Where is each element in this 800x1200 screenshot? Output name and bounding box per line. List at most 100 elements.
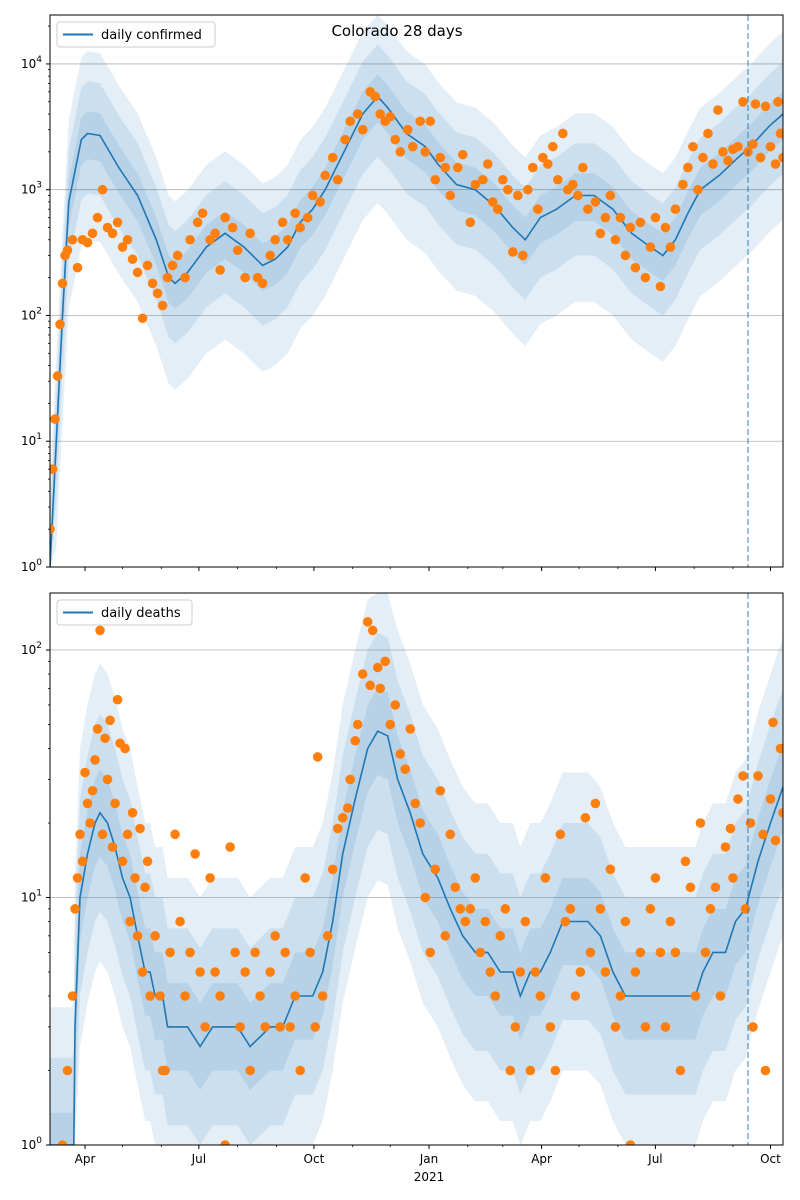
observed-point [120,743,130,754]
y-tick-label: 101 [21,432,42,448]
observed-point [645,242,656,252]
observed-point [400,764,411,774]
observed-point [485,967,496,977]
observed-point [748,139,758,150]
observed-point [590,798,601,809]
observed-point [280,947,290,958]
observed-point [548,141,558,152]
observed-point [440,162,451,173]
observed-point [685,882,696,893]
observed-point [327,864,338,875]
observed-point [560,916,571,927]
observed-point [728,873,738,883]
legend: daily confirmed [56,21,216,48]
observed-point [555,829,566,840]
observed-point [565,904,576,914]
legend-box [56,599,193,626]
observed-point [698,152,708,163]
observed-point [520,916,531,927]
observed-point [160,1065,170,1076]
y-tick-label: 100 [21,1136,42,1152]
observed-point [140,882,150,893]
observed-point [260,1022,270,1032]
observed-point [315,197,325,207]
plot-area [50,593,783,1145]
observed-point [745,818,756,828]
observed-point [197,208,208,219]
observed-point [225,842,235,852]
observed-point [770,835,781,846]
observed-point [460,916,471,927]
observed-point [733,141,743,152]
observed-point [357,124,368,135]
observed-point [625,1140,636,1145]
observed-point [165,947,175,958]
observed-point [407,141,418,152]
observed-point [530,967,541,977]
observed-point [337,812,348,823]
observed-point [375,683,386,694]
x-tick-label: Jul [647,1152,662,1166]
observed-point [575,967,586,977]
observed-point [50,414,60,424]
y-tick-label: 104 [21,55,42,71]
observed-point [700,947,711,958]
observed-point [528,162,538,173]
observed-point [75,829,85,840]
observed-point [600,967,611,977]
observed-point [708,159,718,169]
observed-point [127,254,138,265]
observed-point [62,1065,73,1076]
observed-point [533,204,543,214]
observed-point [670,947,681,958]
observed-point [590,197,601,207]
observed-point [477,174,488,185]
observed-point [773,97,783,107]
observed-point [640,1022,651,1032]
observed-point [415,818,426,828]
observed-point [185,947,195,958]
observed-point [583,204,593,214]
observed-point [87,785,98,796]
observed-point [295,222,305,233]
observed-point [630,967,641,977]
observed-point [750,99,761,109]
observed-point [688,141,698,152]
observed-point [385,111,396,122]
observed-point [127,807,138,818]
observed-point [505,1065,516,1076]
x-tick-label: Apr [531,1152,552,1166]
observed-point [635,217,646,228]
observed-point [92,212,103,223]
observed-point [105,715,115,726]
observed-point [620,916,631,927]
observed-point [553,174,563,185]
observed-point [172,250,183,261]
observed-point [205,234,215,245]
observed-point [215,991,225,1001]
observed-point [690,991,701,1001]
observed-point [718,147,728,157]
observed-point [200,1022,210,1032]
observed-point [495,931,506,941]
observed-point [72,262,83,273]
observed-point [715,991,726,1001]
observed-point [452,162,463,173]
observed-point [180,272,190,283]
observed-point [310,1022,320,1032]
observed-point [410,798,421,809]
observed-point [97,184,108,195]
observed-point [352,109,363,119]
observed-point [265,967,275,977]
observed-point [125,916,135,927]
observed-point [110,798,120,809]
y-tick-label: 102 [21,306,42,322]
observed-point [600,212,611,223]
observed-point [290,208,300,219]
observed-point [320,170,330,181]
observed-point [515,967,526,977]
confidence-band-1 [50,74,783,567]
observed-point [50,524,55,534]
observed-point [270,234,280,245]
observed-point [538,152,548,163]
